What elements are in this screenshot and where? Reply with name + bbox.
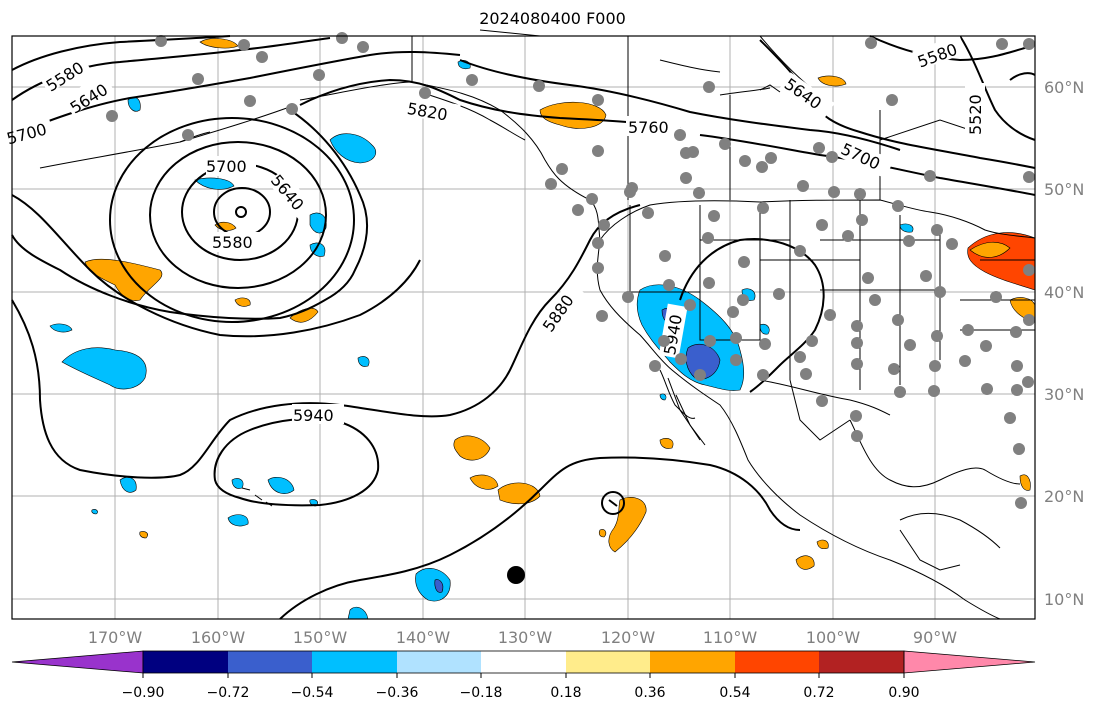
- contour-label-5580-c: 5580: [212, 233, 253, 252]
- colorbar-swatch-3: [312, 651, 397, 673]
- lon-label-100w: 100°W: [806, 628, 861, 647]
- lat-label-40n: 40°N: [1044, 283, 1084, 302]
- contour-label-5940-a: 5940: [293, 406, 334, 425]
- contour-label-5700-a: 5700: [206, 157, 247, 176]
- colorbar-right-extension: [903, 650, 1036, 674]
- observation-stations: [106, 32, 1035, 509]
- colorbar-label-neg090: −0.90: [122, 685, 165, 701]
- colorbar-label-090: 0.90: [888, 685, 919, 701]
- map-title: 2024080400 F000: [479, 9, 626, 28]
- lon-label-140w: 140°W: [396, 628, 451, 647]
- lat-label-60n: 60°N: [1044, 78, 1084, 97]
- lon-label-110w: 110°W: [703, 628, 758, 647]
- colorbar-label-neg018: −0.18: [460, 685, 503, 701]
- colorbar-label-054: 0.54: [719, 685, 750, 701]
- lon-label-120w: 120°W: [601, 628, 656, 647]
- map-background: [12, 36, 1035, 619]
- colorbar-label-018: 0.18: [550, 685, 581, 701]
- colorbar-swatch-8: [735, 651, 819, 673]
- lon-label-150w: 150°W: [293, 628, 348, 647]
- colorbar-swatch-2: [228, 651, 312, 673]
- coastlines: [39, 29, 1036, 620]
- shaded-anomaly-fields: [49, 38, 1036, 620]
- latitude-labels: 60°N 50°N 40°N 30°N 20°N 10°N: [1044, 78, 1084, 609]
- colorbar-swatch-5: [481, 651, 566, 673]
- longitude-labels: 170°W 160°W 150°W 140°W 130°W 120°W 110°…: [88, 628, 957, 647]
- colorbar-swatch-6: [566, 651, 650, 673]
- colorbar-swatch-7: [650, 651, 735, 673]
- lat-label-20n: 20°N: [1044, 487, 1084, 506]
- colorbar-label-036: 0.36: [634, 685, 665, 701]
- lon-label-130w: 130°W: [498, 628, 553, 647]
- lat-label-50n: 50°N: [1044, 180, 1084, 199]
- colorbar-label-neg036: −0.36: [376, 685, 419, 701]
- lon-label-170w: 170°W: [88, 628, 143, 647]
- lon-label-160w: 160°W: [191, 628, 246, 647]
- lat-label-30n: 30°N: [1044, 385, 1084, 404]
- contour-label-5520: 5520: [966, 94, 985, 135]
- colorbar-swatch-9: [819, 651, 904, 673]
- colorbar-swatch-4: [397, 651, 481, 673]
- colorbar-outline: [142, 650, 905, 674]
- colorbar-ticks: [142, 673, 905, 678]
- colorbar-label-neg054: −0.54: [291, 685, 334, 701]
- feature-marker: [507, 566, 525, 584]
- colorbar-swatch-1: [143, 651, 228, 673]
- colorbar-label-neg072: −0.72: [207, 685, 250, 701]
- colorbar-left-extension: [11, 650, 144, 674]
- map-frame: [11, 35, 1036, 620]
- colorbar-label-072: 0.72: [803, 685, 834, 701]
- colorbar: −0.90 −0.72 −0.54 −0.36 −0.18 0.18 0.36 …: [11, 650, 1036, 701]
- lat-label-10n: 10°N: [1044, 590, 1084, 609]
- lon-label-90w: 90°W: [913, 628, 957, 647]
- contour-label-5760: 5760: [628, 118, 669, 137]
- graticule: [12, 36, 1035, 619]
